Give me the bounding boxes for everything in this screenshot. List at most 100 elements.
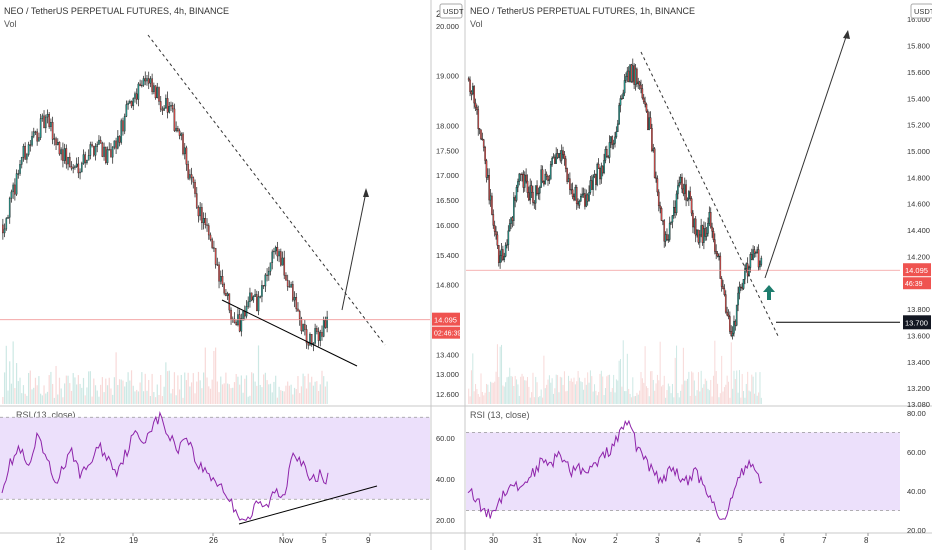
candle-body	[3, 228, 6, 234]
candle-body	[24, 146, 26, 160]
volume-bar	[647, 388, 649, 404]
candle-body	[627, 70, 630, 82]
candle-body	[590, 180, 593, 190]
volume-bar	[755, 372, 757, 404]
candle-body	[12, 184, 14, 193]
volume-bar	[124, 386, 126, 404]
candle-body	[178, 130, 181, 136]
volume-bar	[273, 381, 275, 404]
y-tick-label: 17.000	[436, 171, 459, 180]
level-tag-bg	[903, 315, 931, 330]
vol-label-1h: Vol	[470, 19, 483, 29]
candle-body	[538, 187, 541, 194]
volume-bar	[309, 382, 311, 404]
x-tick-label: 8	[864, 536, 869, 545]
volume-bar	[574, 384, 576, 404]
candle-body	[723, 288, 726, 295]
volume-bar	[532, 372, 534, 404]
currency-badge	[910, 3, 932, 19]
volume-bar	[57, 394, 59, 404]
buy-arrow-icon	[763, 285, 775, 300]
y-tick-label: 17.500	[436, 146, 459, 155]
candle-body	[471, 86, 474, 95]
volume-bar	[12, 341, 14, 404]
volume-bar	[747, 371, 749, 404]
volume-bar	[221, 384, 224, 404]
countdown-tag: 02:46:39	[434, 331, 461, 338]
volume-bar	[607, 375, 609, 404]
candle-body	[670, 221, 672, 224]
volume-bar	[173, 372, 176, 404]
candle-body	[75, 163, 78, 167]
candle-body	[641, 88, 644, 99]
candle-body	[733, 321, 735, 334]
candle-body	[712, 231, 715, 240]
candle-body	[755, 252, 757, 254]
volume-bar	[237, 376, 239, 404]
candle-body	[70, 166, 73, 169]
volume-bar	[38, 376, 40, 404]
candle-body	[599, 168, 601, 180]
volume-bar	[319, 384, 321, 404]
volume-bar	[702, 387, 704, 404]
x-tick-label: Nov	[572, 536, 586, 545]
volume-bar	[692, 372, 694, 404]
candle-body	[233, 318, 236, 323]
volume-bar	[711, 396, 713, 404]
candle-body	[470, 91, 473, 95]
candle-body	[662, 220, 664, 222]
volume-bar	[244, 378, 246, 404]
volume-bar	[161, 396, 164, 404]
candle-body	[714, 239, 716, 252]
x-tick-label: 4	[696, 536, 701, 545]
candle-body	[709, 212, 712, 228]
volume-bar	[17, 381, 19, 404]
candle-body	[469, 79, 471, 92]
candle-body	[559, 153, 562, 161]
candle-body	[582, 193, 585, 195]
candle-body	[652, 148, 655, 151]
volume-bar	[641, 378, 643, 404]
candle-body	[592, 176, 594, 190]
volume-bar	[22, 385, 25, 404]
volume-bar	[163, 386, 165, 404]
volume-bar	[539, 396, 541, 404]
candle-body	[39, 118, 42, 138]
level-tag: 13.700	[905, 318, 928, 327]
candle-body	[741, 286, 743, 289]
candle-body	[499, 255, 501, 263]
volume-bar	[714, 340, 716, 404]
candle-body	[726, 311, 728, 316]
candle-body	[511, 217, 514, 221]
price-tag: 14.095	[434, 316, 457, 325]
candle-body	[716, 253, 719, 257]
volume-bar	[572, 381, 574, 404]
volume-bar	[738, 370, 740, 404]
candle-body	[141, 84, 143, 87]
candle-body	[645, 104, 648, 112]
volume-bar	[266, 380, 268, 404]
candle-body	[675, 193, 678, 214]
projection-arrow-head	[363, 188, 369, 197]
volume-bar	[555, 374, 557, 404]
volume-bar	[645, 386, 647, 404]
candle-body	[91, 144, 93, 147]
y-tick-label: 14.800	[436, 281, 459, 290]
volume-bar	[670, 393, 672, 404]
volume-bar	[29, 370, 31, 404]
candle-body	[738, 286, 741, 294]
candles-group	[2, 71, 328, 352]
candle-body	[5, 218, 8, 230]
candle-body	[286, 279, 289, 287]
chart-title-4h: NEO / TetherUS PERPETUAL FUTURES, 4h, BI…	[4, 6, 229, 16]
candle-body	[664, 234, 667, 242]
candle-body	[273, 250, 275, 253]
volume-bar	[659, 341, 661, 404]
volume-bar	[251, 372, 253, 404]
volume-bar	[527, 377, 529, 404]
candle-body	[240, 318, 243, 332]
candle-body	[127, 102, 129, 105]
volume-bar	[304, 376, 306, 404]
candle-body	[129, 101, 131, 104]
candle-body	[197, 207, 200, 217]
